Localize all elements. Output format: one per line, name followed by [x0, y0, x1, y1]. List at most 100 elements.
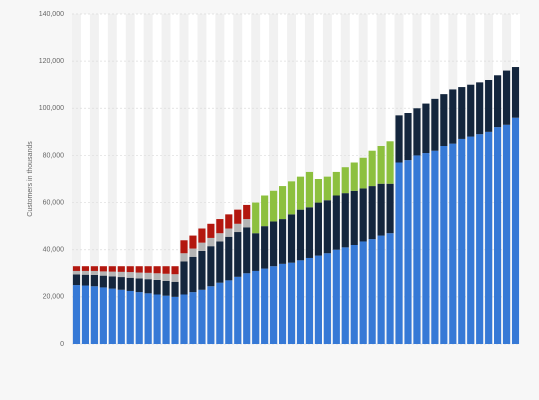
bar-segment — [207, 286, 215, 344]
bar-segment — [449, 143, 457, 344]
bar-segment — [395, 162, 403, 344]
bar-segment — [90, 266, 98, 271]
bar-segment — [72, 266, 81, 271]
bar-segment — [467, 84, 475, 137]
bar-segment — [476, 82, 484, 135]
bar-segment — [153, 279, 161, 295]
bar-segment — [153, 294, 161, 344]
bar-segment — [413, 155, 421, 344]
bar-segment — [144, 266, 152, 273]
bar-segment — [171, 266, 179, 275]
y-tick-label: 80,000 — [43, 152, 65, 159]
bar-segment — [278, 186, 287, 220]
bar-segment — [234, 223, 242, 233]
bar-segment — [332, 171, 340, 196]
bar-segment — [476, 134, 484, 344]
bar-segment — [90, 270, 98, 275]
bar-segment — [225, 236, 233, 281]
y-tick-label: 60,000 — [43, 199, 65, 206]
bar-segment — [413, 108, 421, 156]
bar-segment — [252, 202, 260, 234]
bar-segment — [90, 274, 98, 287]
bar-segment — [270, 266, 278, 344]
bar-segment — [494, 75, 502, 128]
bar-segment — [243, 204, 251, 220]
column-band — [179, 14, 189, 344]
bar-segment — [117, 271, 125, 278]
bar-segment — [511, 117, 520, 344]
bar-segment — [404, 160, 412, 344]
bar-segment — [126, 277, 134, 291]
bar-segment — [216, 233, 224, 242]
bar-segment — [305, 207, 314, 258]
bar-segment — [287, 262, 296, 344]
bar-segment — [144, 293, 152, 344]
bar-segment — [207, 237, 215, 247]
bar-segment — [243, 227, 251, 274]
bar-segment — [126, 266, 134, 273]
bar-segment — [341, 167, 349, 194]
bar-segment — [153, 266, 161, 274]
bar-segment — [350, 190, 358, 245]
bar-segment — [341, 247, 349, 344]
bar-segment — [198, 289, 206, 344]
y-tick-label: 120,000 — [39, 58, 64, 65]
bar-segment — [305, 257, 314, 344]
bar-segment — [270, 190, 278, 222]
bar-segment — [494, 127, 502, 345]
bar-segment — [99, 271, 107, 276]
bar-segment — [225, 214, 233, 229]
bar-segment — [252, 233, 260, 271]
bar-segment — [207, 246, 215, 287]
bar-segment — [485, 131, 493, 344]
bar-segment — [502, 124, 511, 345]
bar-segment — [117, 277, 125, 290]
column-band — [251, 14, 261, 344]
bar-segment — [99, 287, 107, 344]
column-band — [233, 14, 243, 344]
bar-segment — [350, 245, 358, 344]
bar-segment — [117, 289, 125, 344]
bar-segment — [261, 268, 269, 344]
bar-segment — [261, 226, 269, 269]
bar-segment — [323, 253, 331, 344]
bar-segment — [189, 235, 197, 249]
bar-segment — [225, 228, 233, 237]
y-tick-label: 20,000 — [43, 294, 65, 301]
bar-segment — [458, 138, 466, 344]
bar-segment — [485, 80, 493, 132]
bar-segment — [278, 263, 287, 344]
bar-segment — [198, 228, 206, 243]
column-band — [72, 14, 81, 344]
column-band — [125, 14, 135, 344]
bar-segment — [323, 176, 331, 201]
bar-segment — [243, 219, 251, 228]
bar-segment — [296, 176, 305, 210]
bar-segment — [225, 280, 233, 344]
bar-segment — [234, 209, 242, 224]
bar-segment — [162, 280, 170, 296]
bar-segment — [377, 146, 385, 184]
bar-segment — [368, 186, 376, 240]
bar-segment — [278, 219, 287, 264]
bar-segment — [162, 273, 170, 281]
bar-segment — [467, 136, 475, 344]
bar-segment — [171, 296, 179, 344]
bar-segment — [431, 98, 439, 151]
bar-segment — [359, 241, 367, 344]
column-band — [89, 14, 99, 344]
bar-segment — [135, 272, 143, 279]
bar-segment — [305, 171, 314, 208]
bar-segment — [144, 279, 152, 294]
bar-segment — [386, 233, 394, 344]
bar-segment — [270, 221, 278, 267]
column-band — [161, 14, 171, 344]
bar-segment — [126, 290, 134, 344]
bar-segment — [368, 150, 376, 187]
bar-segment — [189, 248, 197, 257]
bar-segment — [108, 276, 116, 289]
bar-segment — [216, 219, 224, 234]
bar-segment — [108, 271, 116, 277]
bar-segment — [350, 162, 358, 191]
bar-segment — [216, 241, 224, 283]
